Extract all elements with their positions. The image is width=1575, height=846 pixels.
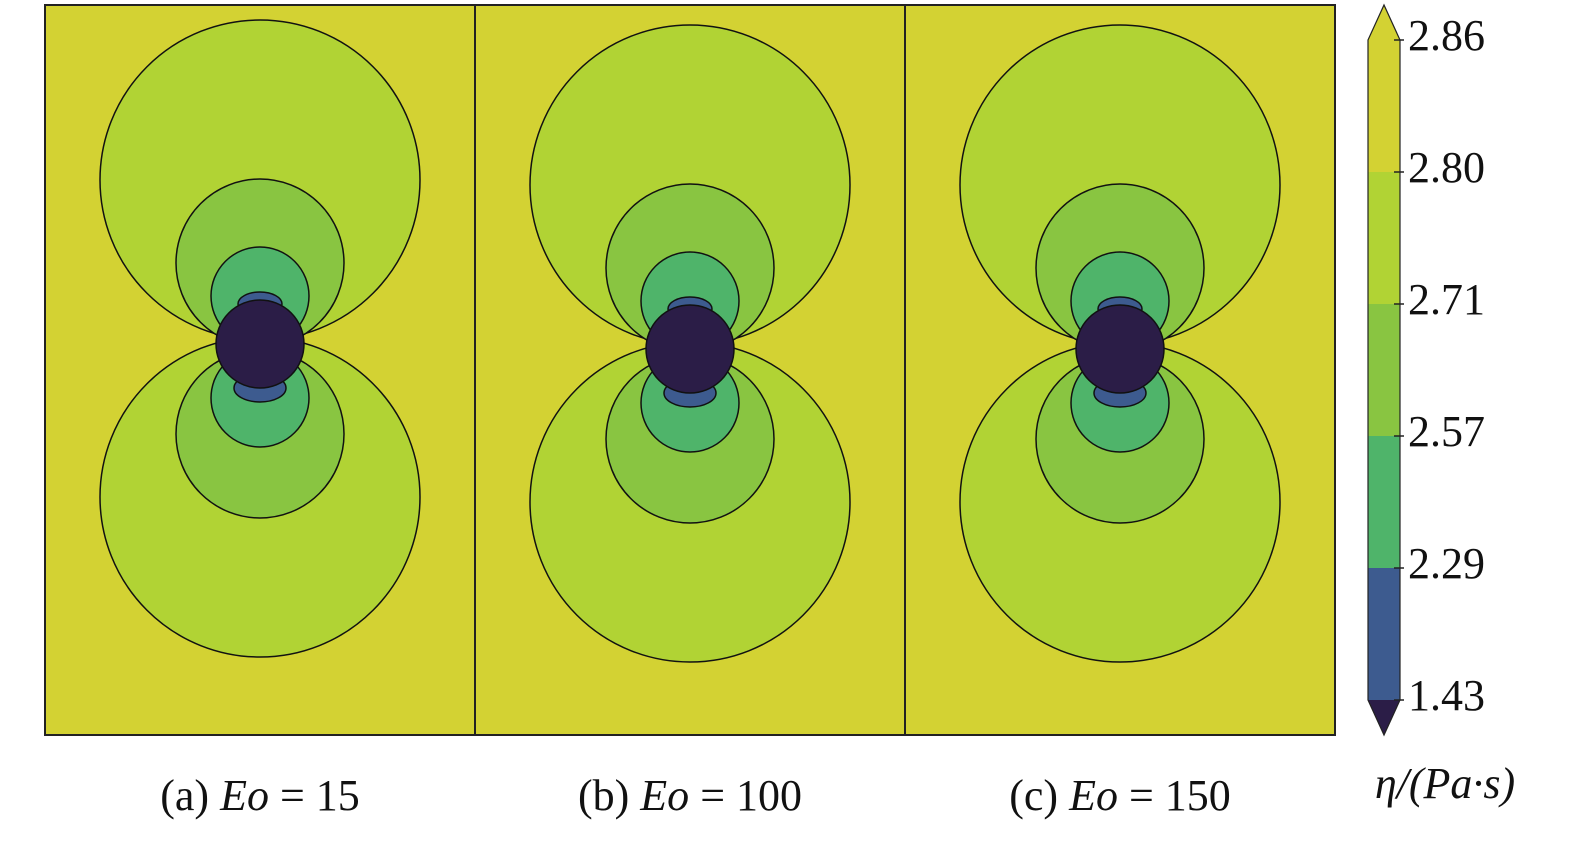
colorbar-tick-label: 2.71 (1408, 275, 1485, 324)
caption-prefix: (a) (160, 771, 209, 820)
colorbar-under (1368, 700, 1400, 735)
contour-panel (475, 5, 905, 735)
caption-prefix: (b) (578, 771, 629, 820)
colorbar-band (1368, 436, 1400, 568)
panel-caption: (a) Eo = 15 (160, 771, 360, 820)
caption-value: = 100 (700, 771, 802, 820)
contour-panel (45, 5, 475, 735)
panel-caption: (c) Eo = 150 (1009, 771, 1231, 820)
colorbar-band (1368, 40, 1400, 172)
caption-value: = 15 (280, 771, 360, 820)
colorbar-band (1368, 172, 1400, 304)
bubble (215, 299, 305, 389)
panel-frame (904, 4, 1336, 736)
colorbar-tick-label: 2.80 (1408, 143, 1485, 192)
caption-symbol: Eo (639, 771, 689, 820)
caption-prefix: (c) (1009, 771, 1058, 820)
colorbar-band (1368, 568, 1400, 700)
caption-value: = 150 (1129, 771, 1231, 820)
colorbar-tick-label: 2.57 (1408, 407, 1485, 456)
colorbar-label: η/(Pa·s) (1375, 759, 1515, 808)
colorbar-tick-label: 2.29 (1408, 539, 1485, 588)
caption-symbol: Eo (1068, 771, 1118, 820)
bubble (1075, 304, 1165, 394)
bubble (645, 304, 735, 394)
colorbar-tick-label: 2.86 (1408, 11, 1485, 60)
colorbar-over (1368, 5, 1400, 40)
caption-symbol: Eo (219, 771, 269, 820)
colorbar-tick-label: 1.43 (1408, 671, 1485, 720)
contour-panel (905, 5, 1335, 735)
colorbar-band (1368, 304, 1400, 436)
panel-caption: (b) Eo = 100 (578, 771, 802, 820)
